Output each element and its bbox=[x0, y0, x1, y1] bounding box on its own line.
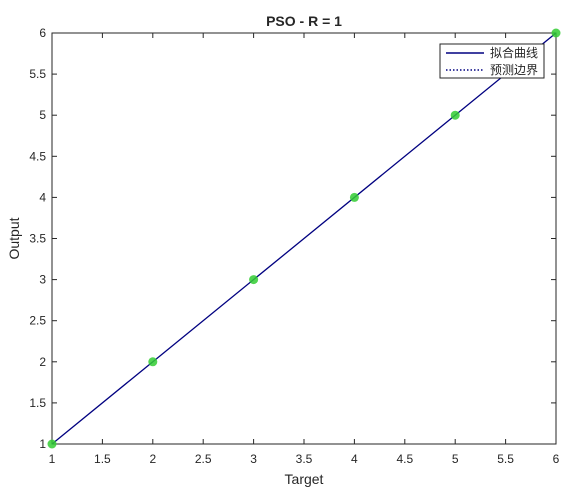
y-tick-label: 3 bbox=[39, 273, 46, 287]
x-axis-label: Target bbox=[285, 471, 324, 487]
y-axis-label: Output bbox=[6, 217, 22, 259]
legend-label-bound: 预测边界 bbox=[490, 63, 538, 77]
y-tick-label: 5.5 bbox=[29, 67, 46, 81]
x-tick-label: 5.5 bbox=[497, 452, 514, 466]
series-line-0 bbox=[51, 32, 557, 445]
data-point bbox=[148, 357, 158, 367]
data-point bbox=[450, 110, 460, 120]
y-tick-label: 4 bbox=[39, 190, 46, 204]
data-point bbox=[349, 192, 359, 202]
axis-ticks: 1 1.5 2 2.5 3 3.5 4 4.5 5 5.5 6 1 1.5 2 2.5 3 3.5 4 4.5 5 5.… bbox=[29, 26, 559, 466]
legend-box bbox=[439, 43, 545, 79]
x-tick-label: 4 bbox=[351, 452, 358, 466]
x-tick-label: 3.5 bbox=[296, 452, 313, 466]
x-tick-label: 2 bbox=[149, 452, 156, 466]
x-tick-label: 3 bbox=[250, 452, 257, 466]
y-tick-label: 2 bbox=[39, 355, 46, 369]
x-tick-label: 1 bbox=[49, 452, 56, 466]
data-point bbox=[249, 275, 259, 285]
legend-label-fit: 拟合曲线 bbox=[490, 45, 538, 60]
chart-title: PSO - R = 1 bbox=[266, 13, 342, 29]
data-points bbox=[47, 28, 561, 449]
data-point bbox=[47, 439, 57, 449]
x-tick-label: 2.5 bbox=[195, 452, 212, 466]
data-point bbox=[551, 28, 561, 38]
x-tick-label: 5 bbox=[452, 452, 459, 466]
x-tick-label: 4.5 bbox=[396, 452, 413, 466]
y-tick-label: 5 bbox=[39, 108, 46, 122]
x-tick-label: 1.5 bbox=[94, 452, 111, 466]
y-tick-label: 4.5 bbox=[29, 149, 46, 163]
y-tick-label: 3.5 bbox=[29, 232, 46, 246]
y-tick-label: 1 bbox=[39, 437, 46, 451]
y-tick-label: 6 bbox=[39, 26, 46, 40]
y-tick-label: 2.5 bbox=[29, 314, 46, 328]
series-group bbox=[51, 32, 557, 445]
x-tick-label: 6 bbox=[553, 452, 560, 466]
y-tick-label: 1.5 bbox=[29, 396, 46, 410]
legend: 拟合曲线 预测边界 bbox=[439, 43, 545, 79]
